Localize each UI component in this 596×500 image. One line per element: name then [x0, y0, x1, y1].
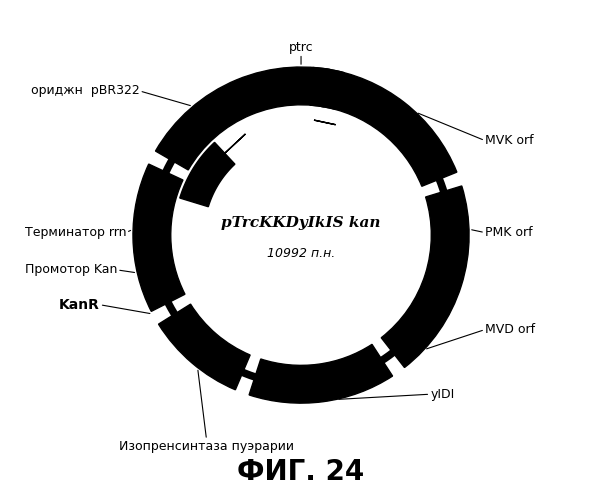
- Text: pTrcKKDyIkIS kan: pTrcKKDyIkIS kan: [221, 216, 381, 230]
- Wedge shape: [249, 344, 393, 403]
- Text: ориджн  pBR322: ориджн pBR322: [30, 84, 139, 98]
- Polygon shape: [166, 302, 193, 344]
- Wedge shape: [156, 67, 344, 170]
- Wedge shape: [319, 68, 457, 186]
- Polygon shape: [426, 147, 445, 193]
- Polygon shape: [163, 199, 166, 213]
- Wedge shape: [159, 304, 250, 390]
- Text: Изопренсинтаза пуэрарии: Изопренсинтаза пуэрарии: [119, 440, 294, 453]
- Text: Промотор Kan: Промотор Kan: [24, 264, 117, 276]
- Text: PMK orf: PMK orf: [485, 226, 533, 239]
- Text: ptrc: ptrc: [288, 40, 313, 54]
- Polygon shape: [293, 82, 342, 91]
- Wedge shape: [310, 68, 330, 107]
- Text: Терминатор rrn: Терминатор rrn: [24, 226, 126, 239]
- Wedge shape: [381, 186, 469, 368]
- Polygon shape: [241, 372, 288, 388]
- Text: yIDI: yIDI: [430, 388, 455, 400]
- Polygon shape: [161, 214, 163, 232]
- Polygon shape: [314, 120, 336, 124]
- Wedge shape: [133, 164, 185, 312]
- Text: ФИГ. 24: ФИГ. 24: [237, 458, 365, 486]
- Text: KanR: KanR: [59, 298, 100, 312]
- Text: MVD orf: MVD orf: [485, 323, 535, 336]
- Text: MVK orf: MVK orf: [485, 134, 533, 147]
- Polygon shape: [151, 158, 172, 204]
- Polygon shape: [381, 331, 420, 362]
- Polygon shape: [306, 82, 354, 95]
- Polygon shape: [191, 134, 246, 185]
- Polygon shape: [180, 142, 235, 206]
- Text: 10992 п.н.: 10992 п.н.: [267, 248, 335, 260]
